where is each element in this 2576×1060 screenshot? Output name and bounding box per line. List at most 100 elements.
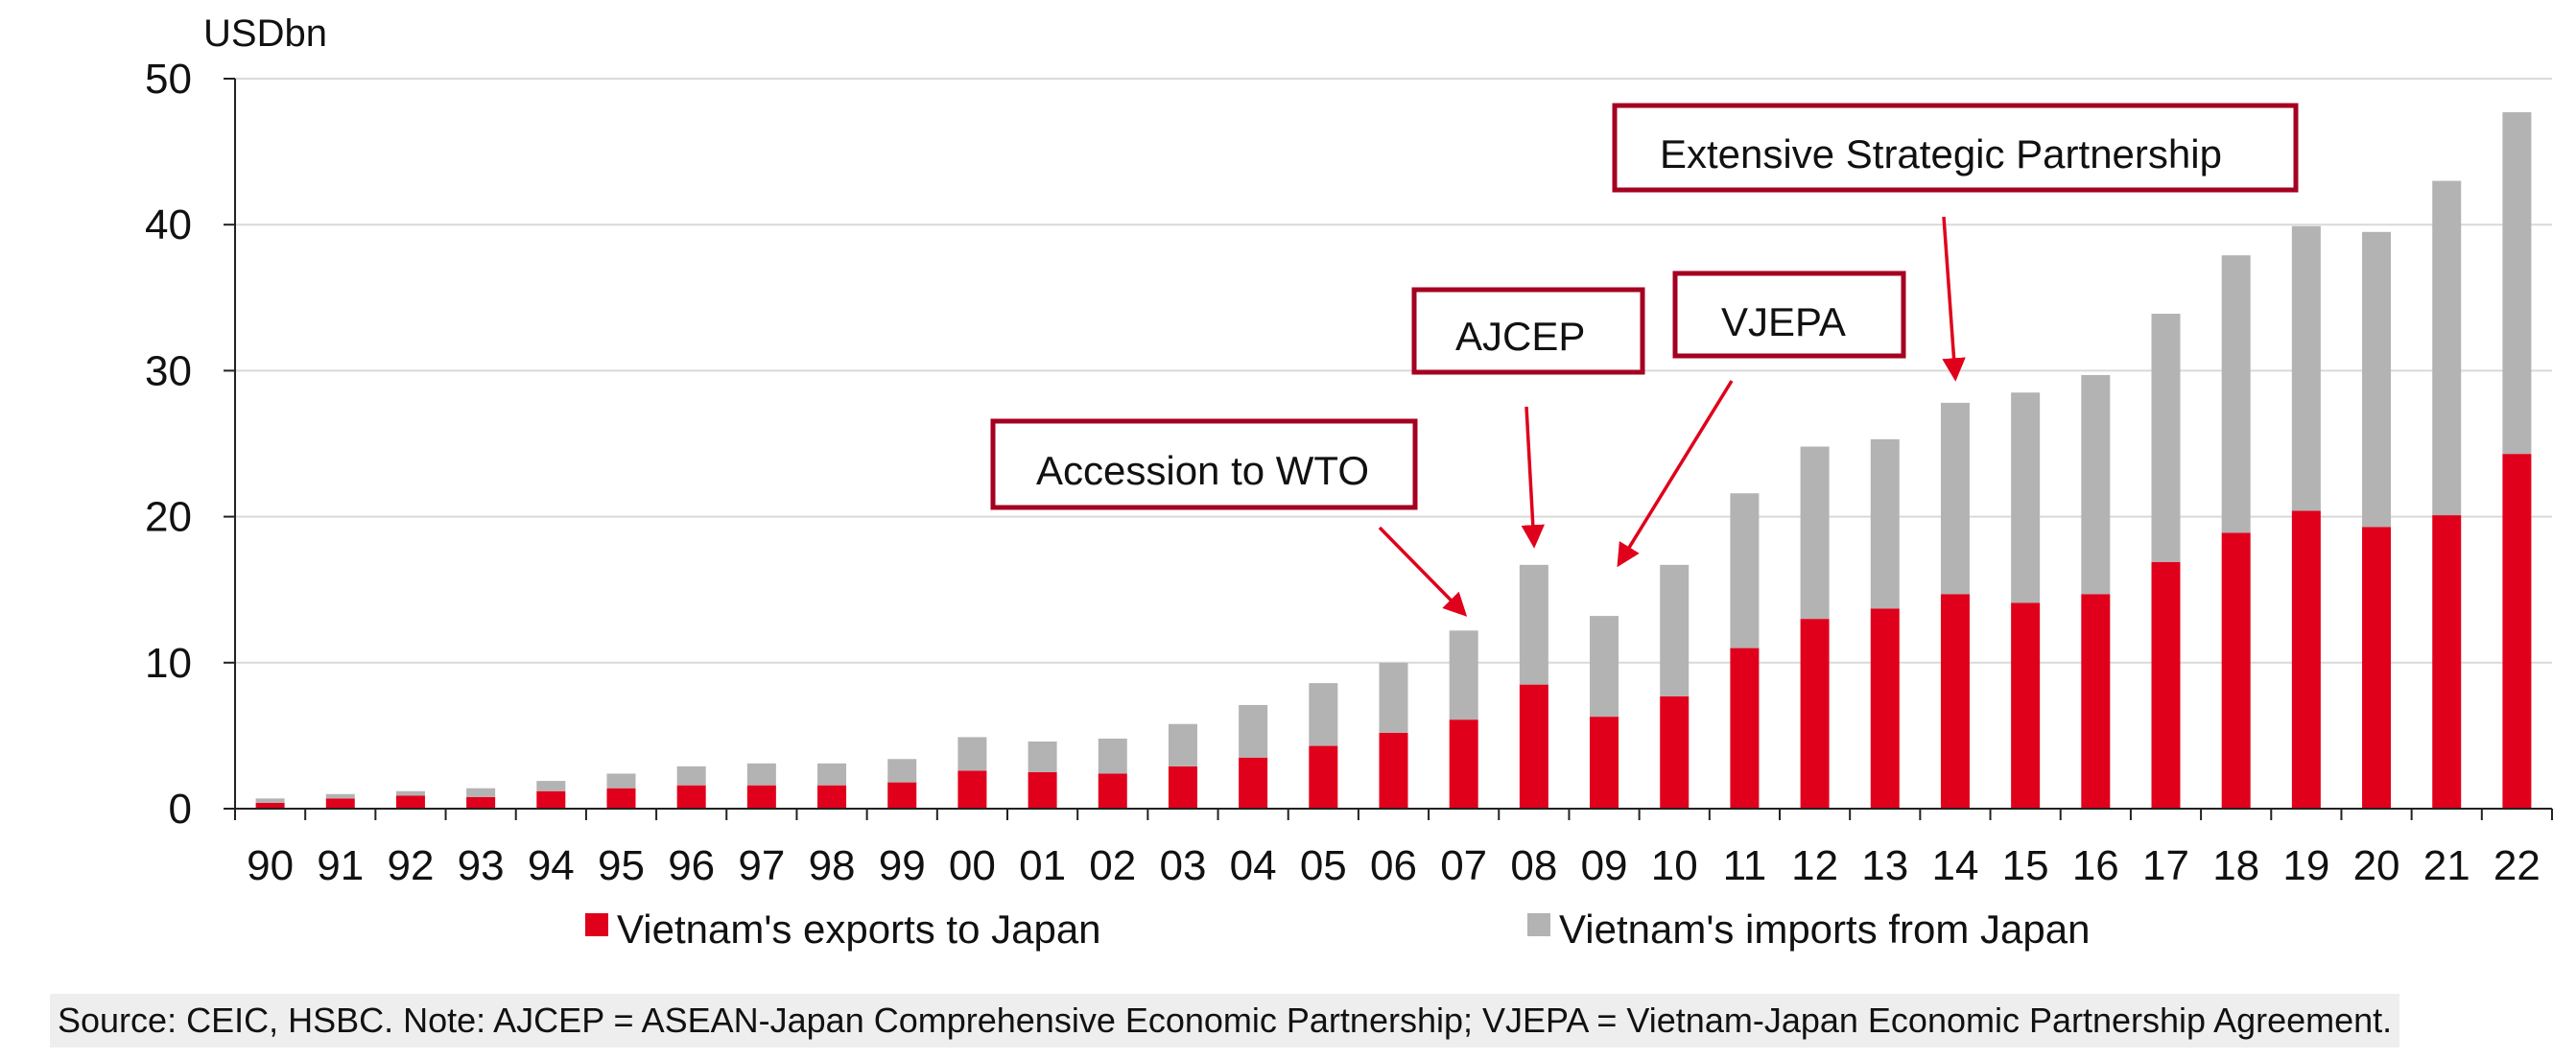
bar-exports — [676, 785, 706, 809]
bar-exports — [2291, 510, 2321, 809]
bar-exports — [1098, 773, 1127, 809]
x-tick-label: 93 — [458, 842, 505, 889]
x-tick-label: 99 — [879, 842, 926, 889]
bar-imports — [676, 766, 706, 786]
x-tick-label: 00 — [949, 842, 996, 889]
bar-exports — [1168, 766, 1197, 809]
annotation-label: AJCEP — [1455, 314, 1585, 359]
bar-exports — [1590, 717, 1619, 809]
x-tick-label: 90 — [247, 842, 294, 889]
legend-label-exports: Vietnam's exports to Japan — [617, 907, 1101, 952]
bar-imports — [536, 781, 566, 791]
bar-exports — [2362, 527, 2392, 809]
bar-imports — [1940, 402, 1970, 595]
bar-exports — [1449, 719, 1478, 809]
bar-exports — [1028, 771, 1057, 809]
x-tick-label: 09 — [1581, 842, 1628, 889]
source-note: Source: CEIC, HSBC. Note: AJCEP = ASEAN-… — [50, 994, 2400, 1048]
bar-exports — [2432, 515, 2462, 809]
bar-imports — [1239, 704, 1268, 758]
bar-imports — [957, 737, 987, 771]
bar-exports — [1800, 619, 1830, 809]
bar-imports — [2291, 225, 2321, 511]
bar-exports — [466, 796, 496, 809]
annotation-box — [1411, 287, 1645, 375]
annotation-arrow — [1521, 406, 1546, 549]
bar-exports — [2151, 561, 2181, 809]
x-tick-label: 98 — [809, 842, 856, 889]
bar-exports — [325, 798, 355, 809]
annotations: Accession to WTO AJCEP VJEPA Extensive Stra… — [990, 103, 2299, 617]
bar-imports — [887, 759, 917, 783]
bar-exports — [1239, 757, 1268, 809]
annotation-arrow — [1942, 216, 1966, 382]
bar-imports — [1590, 616, 1619, 718]
legend: Vietnam's exports to Japan Vietnam's imp… — [585, 907, 2090, 952]
bar-imports — [395, 790, 425, 796]
legend-swatch-exports — [585, 913, 608, 936]
bar-imports — [746, 763, 776, 786]
x-tick-label: 95 — [598, 842, 645, 889]
bar-exports — [255, 802, 285, 809]
y-tick-label: 0 — [169, 786, 192, 833]
bar-exports — [2502, 454, 2532, 809]
x-tick-label: 21 — [2423, 842, 2470, 889]
y-tick-labels: 0 10 20 30 40 50 — [145, 56, 192, 833]
legend-swatch-imports — [1527, 913, 1550, 936]
bar-imports — [2362, 231, 2392, 528]
bar-exports — [817, 785, 847, 809]
bar-exports — [1730, 648, 1760, 809]
axes — [224, 78, 2553, 820]
bar-imports — [2011, 392, 2041, 603]
x-tick-label: 20 — [2353, 842, 2400, 889]
bar-exports — [887, 782, 917, 809]
bar-imports — [817, 763, 847, 786]
x-tick-label: 15 — [2002, 842, 2049, 889]
bar-imports — [1800, 446, 1830, 620]
bar-exports — [2011, 602, 2041, 809]
x-tick-label: 06 — [1370, 842, 1417, 889]
x-tick-label: 16 — [2072, 842, 2119, 889]
y-tick-label: 30 — [145, 347, 192, 394]
x-tick-label: 18 — [2212, 842, 2259, 889]
bar-imports — [2081, 374, 2111, 595]
x-tick-label: 08 — [1510, 842, 1557, 889]
x-tick-label: 11 — [1723, 842, 1767, 889]
bar-exports — [1940, 594, 1970, 809]
bar-imports — [466, 788, 496, 797]
bars — [255, 112, 2532, 809]
annotation-box — [1672, 271, 1906, 359]
x-tick-labels: 90 91 92 93 94 95 96 97 98 99 00 01 02 03 04 05 06 07 08 09… — [247, 842, 2541, 889]
x-tick-label: 13 — [1861, 842, 1908, 889]
y-tick-label: 50 — [145, 56, 192, 103]
bar-imports — [1519, 564, 1548, 685]
x-tick-label: 97 — [738, 842, 785, 889]
y-unit-label: USDbn — [203, 12, 327, 55]
annotation-label: VJEPA — [1721, 299, 1846, 344]
x-tick-label: 05 — [1300, 842, 1347, 889]
bar-imports — [1028, 741, 1057, 772]
x-tick-label: 04 — [1230, 842, 1277, 889]
x-tick-label: 96 — [668, 842, 715, 889]
x-tick-label: 91 — [317, 842, 364, 889]
x-tick-label: 19 — [2282, 842, 2329, 889]
y-tick-label: 10 — [145, 640, 192, 687]
bar-exports — [606, 788, 636, 809]
annotation-label: Accession to WTO — [1036, 448, 1369, 493]
bar-imports — [1309, 683, 1338, 746]
bar-imports — [1660, 564, 1690, 696]
annotation-arrow — [1617, 380, 1734, 568]
bar-imports — [1870, 438, 1900, 609]
x-tick-label: 12 — [1791, 842, 1838, 889]
y-tick-label: 20 — [145, 494, 192, 541]
bar-imports — [606, 773, 636, 789]
bar-imports — [2432, 180, 2462, 516]
bar-exports — [1309, 745, 1338, 809]
bar-exports — [1379, 732, 1408, 809]
bar-imports — [2151, 314, 2181, 562]
bar-exports — [536, 790, 566, 809]
y-tick-label: 40 — [145, 201, 192, 248]
bar-imports — [1379, 662, 1408, 733]
x-tick-label: 10 — [1651, 842, 1698, 889]
